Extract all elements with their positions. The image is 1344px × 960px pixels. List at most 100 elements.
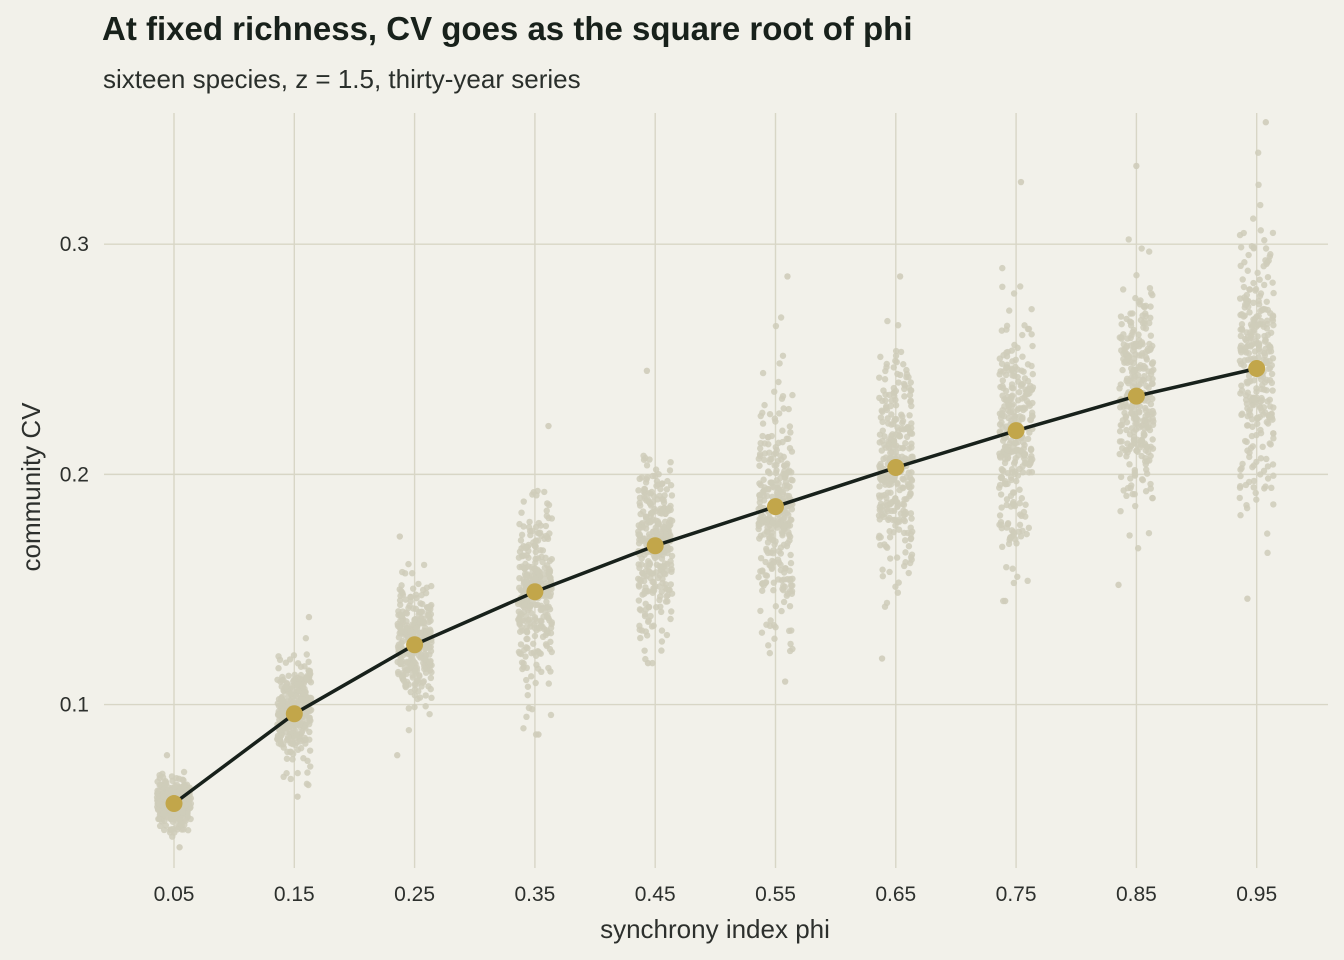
replicate-point bbox=[154, 806, 162, 813]
replicate-point bbox=[524, 683, 532, 690]
y-tick-label: 0.3 bbox=[60, 233, 89, 256]
replicate-point bbox=[1122, 447, 1129, 454]
x-tick-label: 0.05 bbox=[154, 883, 195, 906]
replicate-point bbox=[780, 576, 788, 583]
replicate-point bbox=[1014, 344, 1021, 352]
replicate-point bbox=[1115, 581, 1122, 589]
replicate-point bbox=[878, 506, 885, 513]
replicate-point bbox=[883, 599, 891, 607]
replicate-point bbox=[294, 681, 301, 688]
replicate-point bbox=[637, 634, 644, 642]
replicate-point bbox=[660, 496, 667, 504]
replicate-point bbox=[520, 580, 528, 588]
replicate-point bbox=[523, 676, 530, 684]
replicate-point bbox=[997, 474, 1005, 481]
replicate-point bbox=[1141, 442, 1149, 449]
x-tick-labels: 0.05 0.15 0.25 0.35 0.45 0.55 0.65 0.75 0.85 0.95 bbox=[154, 883, 1278, 906]
replicate-point bbox=[517, 641, 525, 648]
replicate-point bbox=[1123, 492, 1130, 500]
replicate-point bbox=[1246, 286, 1253, 293]
replicate-point bbox=[1260, 404, 1268, 411]
replicate-point bbox=[1118, 320, 1125, 328]
replicate-point bbox=[1240, 283, 1248, 291]
replicate-point bbox=[167, 815, 175, 823]
replicate-point bbox=[1267, 441, 1274, 448]
replicate-point bbox=[1135, 343, 1143, 350]
replicate-point bbox=[1004, 520, 1012, 528]
replicate-point bbox=[759, 489, 766, 496]
replicate-point bbox=[1146, 340, 1153, 348]
replicate-point bbox=[1016, 405, 1023, 412]
replicate-point bbox=[398, 582, 405, 589]
replicate-point bbox=[905, 373, 912, 381]
replicate-point bbox=[648, 510, 655, 517]
replicate-point bbox=[1000, 351, 1007, 359]
replicate-point bbox=[1001, 403, 1008, 410]
replicate-point bbox=[877, 353, 884, 361]
replicate-point bbox=[1124, 440, 1131, 447]
replicate-point bbox=[1016, 521, 1024, 529]
replicate-point bbox=[1253, 496, 1260, 503]
replicate-point bbox=[772, 322, 780, 330]
replicate-point bbox=[516, 574, 523, 582]
replicate-point bbox=[667, 615, 674, 623]
replicate-point bbox=[892, 448, 900, 456]
replicate-point bbox=[1120, 350, 1127, 357]
replicate-point bbox=[1262, 119, 1270, 126]
replicate-point bbox=[635, 597, 643, 604]
replicate-point bbox=[290, 676, 298, 684]
replicate-point bbox=[1028, 331, 1035, 338]
replicate-point bbox=[663, 533, 670, 540]
mean-point bbox=[285, 705, 303, 723]
replicate-point bbox=[179, 809, 186, 816]
replicate-point bbox=[303, 651, 310, 658]
replicate-point bbox=[1143, 382, 1150, 390]
replicate-point bbox=[1260, 262, 1267, 270]
replicate-point bbox=[1138, 452, 1145, 460]
replicate-point bbox=[1250, 279, 1257, 287]
replicate-point bbox=[414, 677, 421, 684]
replicate-point bbox=[402, 596, 409, 603]
mean-point bbox=[406, 636, 424, 654]
replicate-point bbox=[786, 423, 794, 430]
replicate-point bbox=[658, 638, 666, 645]
replicate-point bbox=[759, 369, 767, 377]
mean-point bbox=[1127, 387, 1145, 405]
replicate-point bbox=[1117, 313, 1125, 320]
replicate-point bbox=[637, 607, 644, 614]
replicate-point bbox=[1237, 466, 1244, 473]
replicate-point bbox=[282, 683, 290, 690]
replicate-point bbox=[1131, 471, 1138, 479]
replicate-point bbox=[1134, 448, 1141, 455]
replicate-point bbox=[1149, 380, 1156, 387]
replicate-point bbox=[890, 441, 898, 448]
replicate-point bbox=[894, 424, 901, 431]
replicate-point bbox=[1244, 595, 1251, 602]
replicate-point bbox=[1010, 460, 1018, 467]
replicate-point bbox=[1009, 565, 1016, 572]
replicate-point bbox=[904, 480, 912, 488]
replicate-point bbox=[1238, 321, 1246, 328]
replicate-point bbox=[663, 631, 671, 639]
replicate-point bbox=[284, 735, 291, 743]
replicate-point bbox=[776, 360, 783, 367]
replicate-point bbox=[658, 647, 665, 654]
replicate-point bbox=[786, 483, 793, 490]
replicate-point bbox=[403, 618, 410, 625]
replicate-point bbox=[903, 474, 910, 481]
replicate-point bbox=[422, 703, 429, 710]
replicate-point bbox=[757, 412, 764, 420]
replicate-point bbox=[1242, 481, 1250, 489]
replicate-point bbox=[522, 613, 530, 620]
replicate-point bbox=[892, 402, 900, 409]
replicate-point bbox=[1238, 349, 1245, 356]
y-axis-title: community CV bbox=[16, 402, 46, 572]
replicate-point bbox=[417, 618, 424, 625]
replicate-point bbox=[665, 504, 673, 512]
replicate-point bbox=[1147, 314, 1154, 322]
replicate-point bbox=[647, 612, 654, 620]
replicate-point bbox=[305, 658, 312, 666]
replicate-point bbox=[663, 486, 671, 493]
replicate-point bbox=[1116, 438, 1124, 445]
